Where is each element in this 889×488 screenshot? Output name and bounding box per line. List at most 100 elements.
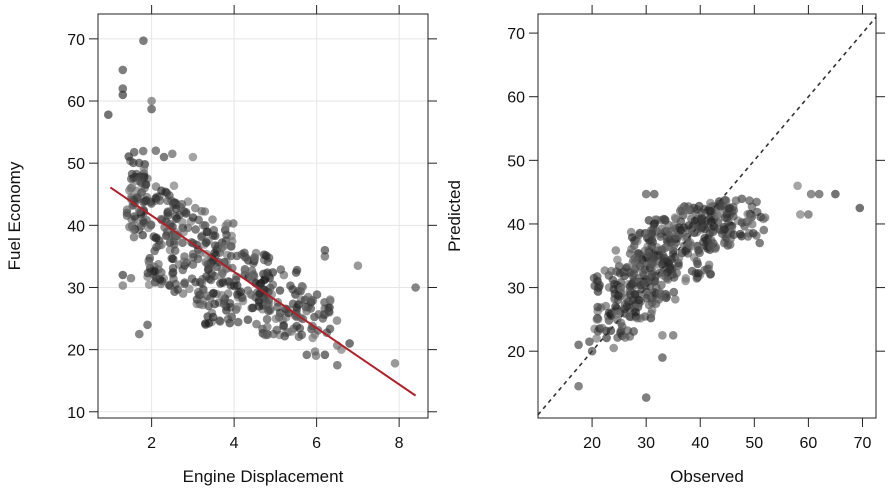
data-point bbox=[203, 227, 212, 236]
y-tick-label: 20 bbox=[67, 343, 85, 360]
left-regression-line bbox=[109, 186, 417, 397]
data-point bbox=[752, 197, 761, 207]
data-point bbox=[694, 246, 704, 255]
data-point bbox=[592, 315, 602, 324]
data-point bbox=[390, 359, 400, 368]
data-point bbox=[731, 196, 741, 205]
data-point bbox=[287, 327, 297, 336]
data-point bbox=[683, 238, 693, 248]
data-point bbox=[759, 225, 769, 235]
data-point bbox=[129, 147, 139, 157]
data-point bbox=[804, 210, 813, 219]
data-point bbox=[626, 290, 635, 299]
data-point bbox=[294, 300, 303, 309]
data-point bbox=[724, 204, 734, 213]
data-point bbox=[308, 333, 318, 343]
data-point bbox=[236, 287, 245, 297]
data-point bbox=[138, 230, 147, 240]
y-tick-label: 70 bbox=[507, 26, 525, 43]
data-point bbox=[129, 225, 138, 234]
data-point bbox=[221, 221, 231, 230]
data-point bbox=[202, 272, 211, 281]
data-point bbox=[168, 149, 177, 159]
data-point bbox=[585, 337, 594, 347]
data-point bbox=[210, 241, 220, 250]
x-tick-label: 40 bbox=[691, 435, 709, 452]
y-tick-label: 70 bbox=[67, 32, 85, 49]
data-point bbox=[718, 201, 727, 211]
data-point bbox=[198, 220, 208, 230]
data-point bbox=[411, 283, 420, 292]
data-point bbox=[151, 146, 161, 155]
data-point bbox=[151, 273, 161, 283]
right-identity-line bbox=[537, 16, 877, 416]
data-point bbox=[669, 234, 678, 244]
y-tick-label: 20 bbox=[507, 344, 525, 361]
data-point bbox=[681, 276, 690, 286]
left-grid bbox=[98, 14, 428, 418]
data-point bbox=[325, 295, 335, 304]
data-point bbox=[729, 230, 739, 239]
data-point bbox=[139, 36, 148, 45]
data-point bbox=[749, 228, 758, 238]
data-point bbox=[191, 277, 200, 287]
data-point bbox=[598, 323, 607, 333]
data-point bbox=[263, 299, 272, 309]
data-point bbox=[320, 245, 330, 255]
data-point bbox=[670, 213, 680, 222]
data-point bbox=[223, 314, 233, 324]
data-point bbox=[629, 327, 638, 336]
data-point bbox=[310, 347, 320, 356]
data-point bbox=[658, 353, 667, 362]
data-point bbox=[672, 268, 681, 278]
data-point bbox=[134, 158, 144, 168]
data-point bbox=[137, 172, 146, 181]
data-point bbox=[760, 213, 770, 222]
data-point bbox=[796, 210, 805, 219]
data-point bbox=[232, 281, 242, 290]
data-point bbox=[167, 254, 177, 263]
data-point bbox=[139, 197, 148, 207]
y-tick-label: 30 bbox=[67, 280, 85, 297]
regression-line bbox=[109, 186, 417, 397]
x-tick-label: 8 bbox=[395, 435, 404, 452]
data-point bbox=[736, 229, 745, 239]
data-point bbox=[613, 315, 622, 325]
data-point bbox=[292, 265, 302, 275]
data-point bbox=[252, 319, 261, 329]
data-point bbox=[247, 303, 257, 313]
left-panel-displacement-vs-economy: 2 4 6 8 10 20 30 40 50 60 70 Engine Displacement F… bbox=[5, 5, 437, 486]
data-point bbox=[191, 203, 200, 213]
data-point bbox=[229, 219, 238, 228]
data-point bbox=[250, 253, 260, 263]
data-point bbox=[263, 322, 272, 332]
data-point bbox=[747, 219, 757, 229]
data-point bbox=[188, 260, 198, 269]
y-tick-label: 60 bbox=[507, 90, 525, 107]
data-point bbox=[147, 96, 156, 106]
data-point bbox=[625, 312, 634, 321]
data-point bbox=[627, 270, 637, 280]
data-point bbox=[177, 199, 187, 209]
data-point bbox=[692, 257, 702, 266]
data-point bbox=[129, 232, 139, 242]
y-tick-label: 40 bbox=[507, 217, 525, 234]
y-tick-label: 50 bbox=[507, 153, 525, 170]
data-point bbox=[264, 306, 273, 316]
data-point bbox=[611, 302, 620, 311]
data-point bbox=[666, 265, 675, 274]
data-point bbox=[692, 205, 702, 214]
data-point bbox=[118, 84, 128, 93]
data-point bbox=[647, 309, 656, 319]
data-point bbox=[806, 189, 816, 199]
data-point bbox=[188, 213, 198, 222]
data-point bbox=[222, 230, 231, 240]
data-point bbox=[635, 261, 645, 271]
data-point bbox=[648, 225, 658, 235]
data-point bbox=[260, 275, 269, 285]
right-y-axis-title: Predicted bbox=[445, 180, 464, 252]
data-point bbox=[627, 233, 637, 242]
data-point bbox=[210, 248, 219, 258]
data-point bbox=[659, 271, 668, 280]
data-point bbox=[260, 330, 270, 340]
